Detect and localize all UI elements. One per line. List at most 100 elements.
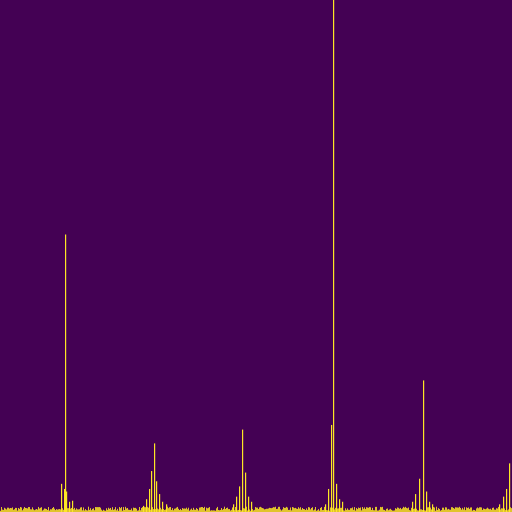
noise-bar [407, 508, 408, 512]
noise-bar [58, 509, 59, 512]
spectrum-bar [242, 429, 244, 512]
noise-bar [134, 507, 135, 512]
noise-bar [391, 509, 392, 512]
noise-bar [83, 507, 84, 512]
noise-bar [127, 507, 128, 512]
noise-bar [418, 510, 419, 512]
noise-bar [54, 508, 55, 512]
noise-bar [33, 509, 34, 512]
noise-bar [475, 510, 476, 512]
spectrum-bar [499, 504, 501, 512]
noise-bar [289, 509, 290, 512]
noise-bar [27, 508, 28, 512]
spectrum-bar [415, 494, 417, 512]
spectrum-bar [248, 496, 250, 512]
noise-bar [85, 509, 86, 512]
noise-bar [170, 507, 171, 512]
noise-bar [109, 508, 110, 512]
noise-bar [413, 509, 414, 512]
noise-bar [468, 507, 469, 512]
noise-bar [263, 508, 264, 512]
noise-bar [207, 508, 208, 512]
noise-bar [355, 510, 356, 512]
spectrum-bar [506, 488, 508, 512]
noise-bar [457, 507, 458, 512]
noise-bar [235, 506, 236, 512]
noise-bar [167, 506, 168, 512]
noise-bar [208, 507, 209, 512]
noise-bar [280, 509, 281, 512]
noise-bar [147, 506, 148, 512]
spectrum-bar [423, 380, 425, 512]
noise-bar [258, 508, 259, 512]
noise-bar [290, 507, 291, 512]
noise-bar [272, 507, 273, 512]
noise-bar [332, 507, 333, 512]
noise-bar [282, 509, 283, 512]
noise-bar [349, 509, 350, 512]
noise-bar [285, 507, 286, 512]
noise-bar [84, 510, 85, 512]
noise-bar [20, 506, 21, 512]
noise-bar [490, 508, 491, 512]
noise-bar [303, 508, 304, 512]
noise-bar [26, 508, 27, 512]
noise-bar [357, 509, 358, 512]
noise-bar [424, 510, 425, 512]
noise-bar [500, 509, 501, 512]
noise-bar [104, 510, 105, 512]
noise-bar [482, 509, 483, 512]
noise-bar [494, 509, 495, 512]
noise-bar [376, 506, 377, 512]
noise-bar [23, 508, 24, 512]
noise-bar [178, 508, 179, 512]
noise-bar [110, 507, 111, 512]
noise-bar [452, 507, 453, 512]
noise-bar [189, 510, 190, 512]
noise-bar [215, 510, 216, 512]
noise-bar [122, 510, 123, 512]
noise-bar [324, 506, 325, 512]
noise-bar [304, 509, 305, 512]
noise-bar [329, 510, 330, 512]
noise-bar [249, 509, 250, 512]
noise-bar [286, 506, 287, 512]
noise-bar [5, 508, 6, 512]
noise-bar [94, 510, 95, 512]
noise-bar [278, 506, 279, 512]
noise-bar [70, 508, 71, 512]
noise-bar [105, 510, 106, 512]
noise-bar [246, 506, 247, 512]
noise-bar [428, 507, 429, 512]
noise-bar [99, 507, 100, 512]
noise-bar [442, 507, 443, 512]
noise-bar [96, 507, 97, 512]
noise-bar [417, 510, 418, 512]
noise-bar [13, 509, 14, 512]
noise-bar [291, 510, 292, 512]
noise-bar [160, 507, 161, 512]
noise-bar [181, 510, 182, 512]
spectrum-bar [412, 501, 414, 512]
noise-bar [257, 507, 258, 512]
noise-bar [264, 509, 265, 512]
noise-bar [472, 510, 473, 512]
noise-bar [508, 509, 509, 512]
noise-bar [434, 507, 435, 512]
noise-bar [174, 508, 175, 512]
noise-bar [180, 508, 181, 512]
spectrum-bar [151, 471, 153, 512]
noise-bar [30, 509, 31, 512]
noise-bar [326, 510, 327, 512]
noise-bar [38, 506, 39, 512]
noise-bar [444, 509, 445, 512]
noise-bar [95, 507, 96, 512]
noise-bar [240, 510, 241, 512]
noise-bar [74, 507, 75, 512]
noise-bar [402, 508, 403, 512]
noise-bar [425, 510, 426, 512]
spectrum-bar [64, 488, 66, 512]
noise-bar [377, 510, 378, 512]
noise-bar [120, 508, 121, 512]
noise-bar [441, 510, 442, 512]
